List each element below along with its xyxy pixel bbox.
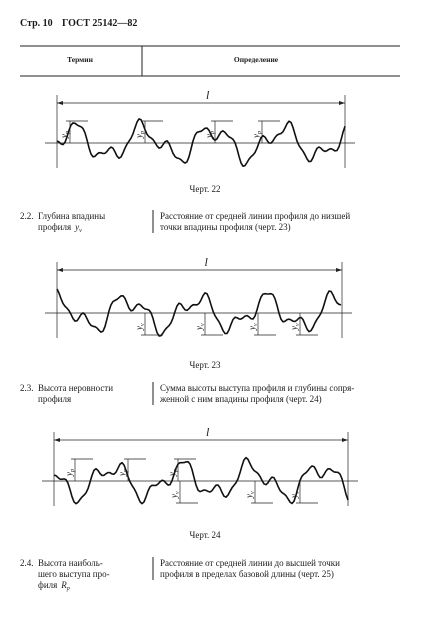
figure-caption: Черт. 23 — [190, 360, 221, 370]
symbol: y — [59, 134, 69, 139]
term-line: шего выступа про- — [38, 569, 110, 579]
subscript: p — [65, 131, 71, 135]
definition-header: Определение — [234, 55, 279, 64]
height-symbol: yp — [251, 131, 263, 139]
subscript: v — [250, 491, 256, 494]
height-symbol: yv — [289, 323, 301, 331]
subscript: v — [175, 491, 181, 494]
subscript: v — [140, 323, 146, 326]
height-symbol: yv — [247, 323, 259, 331]
profile-curve — [56, 288, 342, 337]
term-subscript: v — [79, 228, 82, 234]
definition-line: Расстояние от средней линии до высшей то… — [160, 558, 340, 568]
symbol: y — [134, 326, 144, 331]
figure-caption: Черт. 24 — [190, 530, 221, 540]
definition-line: точки впадины профиля (черт. 23) — [160, 222, 291, 232]
page-number: Стр. 10 — [20, 18, 53, 29]
symbol: y — [167, 472, 177, 477]
length-label: l — [206, 88, 210, 102]
height-symbol: yv — [134, 323, 146, 331]
term-line: Высота наиболь- — [38, 558, 103, 568]
term-text: Глубина впадины — [38, 211, 105, 221]
subscript: p — [140, 131, 146, 135]
definition-line: Сумма высоты выступа профиля и глубины с… — [160, 383, 354, 393]
term-line: Глубина впадины — [38, 211, 105, 221]
subscript: v — [295, 491, 301, 494]
symbol: y — [247, 326, 257, 331]
subscript: v — [200, 323, 206, 326]
term-text: Высота наиболь- — [38, 558, 103, 568]
height-symbol: yv — [169, 491, 181, 499]
profile-curve — [53, 456, 349, 505]
height-symbol: yv — [289, 491, 301, 499]
subscript: p — [123, 469, 129, 473]
symbol: y — [251, 134, 261, 139]
subscript: p — [257, 131, 263, 135]
term-symbol: y — [74, 222, 79, 232]
height-symbol: yv — [244, 491, 256, 499]
height-symbol: yp — [134, 131, 146, 139]
entry-number: 2.2. — [20, 211, 34, 221]
definition-line: профиля в пределах базовой длины (черт. … — [160, 569, 334, 579]
length-label: l — [206, 425, 210, 439]
height-symbol: yp — [59, 131, 71, 139]
term-subscript: p — [66, 586, 70, 592]
subscript: p — [70, 469, 76, 473]
term-line: профиля yv — [38, 222, 82, 234]
symbol: y — [244, 494, 254, 499]
symbol: y — [117, 472, 127, 477]
term-symbol: R — [60, 580, 67, 590]
symbol: y — [134, 134, 144, 139]
height-symbol: yv — [194, 323, 206, 331]
subscript: p — [210, 131, 216, 135]
symbol: y — [64, 472, 74, 477]
definition-line: Расстояние от средней линии профиля до н… — [160, 211, 350, 221]
figure-caption: Черт. 22 — [190, 184, 221, 194]
term-text: профиля — [38, 222, 71, 232]
term-text: филя — [38, 580, 57, 590]
term-line: профиля — [38, 394, 71, 404]
height-symbol: yp — [167, 469, 179, 477]
term-text: шего выступа про- — [38, 569, 110, 579]
definition-line: женной с ним впадины профиля (черт. 24) — [159, 394, 322, 404]
symbol: y — [194, 326, 204, 331]
height-symbol: yp — [204, 131, 216, 139]
subscript: v — [295, 323, 301, 326]
standard: ГОСТ 25142—82 — [62, 18, 137, 29]
term-line: филя Rp — [38, 580, 70, 592]
symbol: y — [169, 494, 179, 499]
entry: 2.4. Высота наиболь-шего выступа про-филя… — [20, 557, 340, 592]
entry-number: 2.4. — [20, 558, 34, 568]
symbol: y — [289, 326, 299, 331]
height-symbol: yp — [64, 469, 76, 477]
term-line: Высота неровности — [38, 383, 113, 393]
profile-curve — [56, 118, 346, 167]
length-label: l — [205, 255, 209, 269]
subscript: p — [173, 469, 179, 473]
subscript: v — [253, 323, 259, 326]
height-symbol: yp — [117, 469, 129, 477]
entry-number: 2.3. — [20, 383, 34, 393]
term-text: профиля — [38, 394, 71, 404]
term-text: Высота неровности — [38, 383, 113, 393]
symbol: y — [289, 494, 299, 499]
term-header: Термин — [67, 55, 94, 64]
symbol: y — [204, 134, 214, 139]
